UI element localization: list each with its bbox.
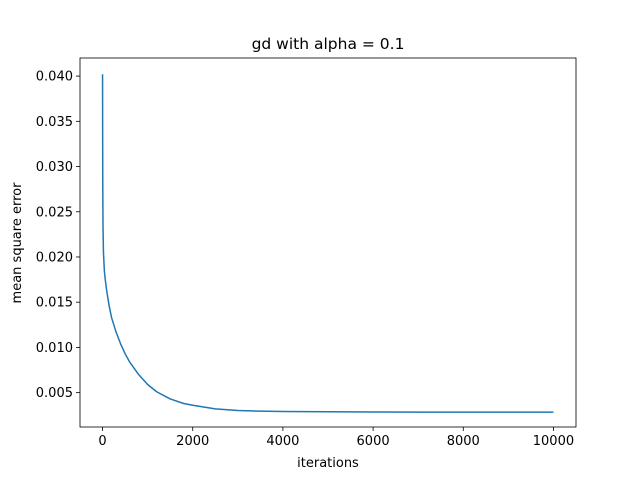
- x-tick-label-3: 6000: [357, 434, 390, 449]
- y-tick-label-7: 0.040: [36, 70, 73, 85]
- y-tick-label-4: 0.025: [36, 205, 73, 220]
- y-tick-label-0: 0.005: [36, 386, 73, 401]
- chart-title: gd with alpha = 0.1: [252, 35, 405, 53]
- series-line-0: [101, 74, 554, 413]
- y-axis-label: mean square error: [10, 182, 25, 304]
- y-tick-label-1: 0.010: [36, 341, 73, 356]
- axes-frame: [79, 57, 577, 428]
- y-tick-label-6: 0.035: [36, 115, 73, 130]
- x-axis-label: iterations: [297, 456, 359, 471]
- x-tick-label-5: 10000: [533, 434, 574, 449]
- x-tick-label-1: 2000: [176, 434, 209, 449]
- x-tick-label-0: 0: [98, 434, 106, 449]
- y-tick-label-2: 0.015: [36, 296, 73, 311]
- y-tick-label-3: 0.020: [36, 250, 73, 265]
- x-tick-label-2: 4000: [266, 434, 299, 449]
- plot-area: 0 2000 4000 6000 8000 10000 0.005 0.010 0.015 0.0…: [36, 57, 577, 449]
- y-tick-label-5: 0.030: [36, 160, 73, 175]
- x-tick-label-4: 8000: [447, 434, 480, 449]
